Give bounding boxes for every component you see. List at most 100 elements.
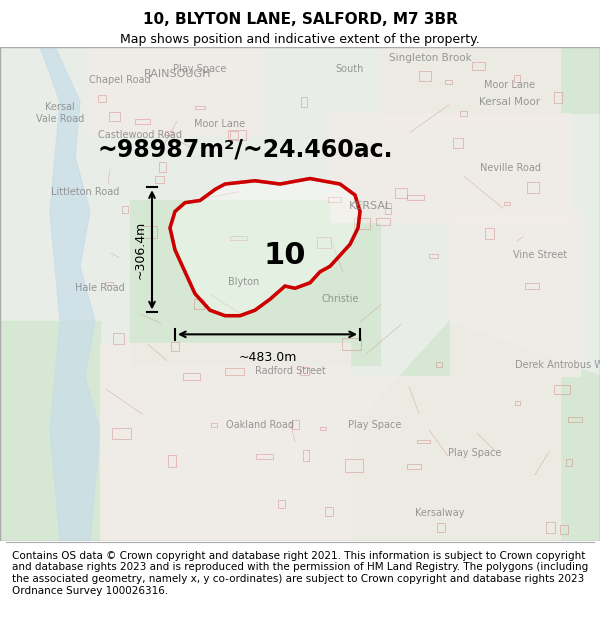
Bar xyxy=(385,202,391,214)
Text: South: South xyxy=(336,64,364,74)
Bar xyxy=(165,131,173,134)
Text: Singleton Brook: Singleton Brook xyxy=(389,53,472,63)
Bar xyxy=(122,206,128,212)
Text: Play Space: Play Space xyxy=(448,448,502,458)
Bar xyxy=(515,401,520,404)
Text: Vine Street: Vine Street xyxy=(513,251,567,261)
Bar xyxy=(112,428,131,439)
Bar xyxy=(376,218,390,224)
Text: Oakland Road: Oakland Road xyxy=(226,421,294,431)
Bar xyxy=(514,76,520,82)
Bar xyxy=(419,71,431,81)
Bar xyxy=(453,138,463,148)
Bar xyxy=(328,198,341,202)
Bar xyxy=(560,525,568,534)
Bar xyxy=(159,162,166,172)
Text: Blyton: Blyton xyxy=(229,277,260,287)
Polygon shape xyxy=(170,179,360,316)
Bar xyxy=(278,500,285,508)
Text: Kersal Moor: Kersal Moor xyxy=(479,97,541,107)
Bar xyxy=(407,464,421,469)
Text: Moor Lane: Moor Lane xyxy=(194,119,245,129)
Bar xyxy=(141,226,157,238)
Bar xyxy=(292,420,299,429)
Polygon shape xyxy=(130,201,380,365)
Bar xyxy=(135,119,150,124)
Bar xyxy=(566,459,572,466)
Bar xyxy=(109,112,120,121)
Text: Kersal
Vale Road: Kersal Vale Road xyxy=(36,102,84,124)
Bar xyxy=(417,439,430,443)
Bar xyxy=(429,254,438,258)
Text: Castlewood Road: Castlewood Road xyxy=(98,129,182,139)
Bar xyxy=(155,176,164,183)
Bar xyxy=(168,455,176,467)
Text: Contains OS data © Crown copyright and database right 2021. This information is : Contains OS data © Crown copyright and d… xyxy=(12,551,588,596)
Bar xyxy=(301,98,307,107)
Bar xyxy=(354,218,370,229)
Text: Play Space: Play Space xyxy=(173,64,227,74)
Bar xyxy=(230,131,238,139)
Bar xyxy=(554,92,562,103)
Bar xyxy=(300,368,309,375)
Text: Neville Road: Neville Road xyxy=(479,162,541,172)
Polygon shape xyxy=(400,431,600,541)
Text: Map shows position and indicative extent of the property.: Map shows position and indicative extent… xyxy=(120,32,480,46)
Bar xyxy=(211,423,217,426)
Bar xyxy=(194,299,204,309)
Bar xyxy=(395,188,407,198)
Polygon shape xyxy=(40,47,100,541)
Bar xyxy=(228,130,246,140)
Polygon shape xyxy=(0,321,100,541)
Text: Littleton Road: Littleton Road xyxy=(51,187,119,197)
Bar xyxy=(320,426,326,430)
Text: RAINSOUGH: RAINSOUGH xyxy=(144,69,212,79)
Bar xyxy=(105,282,113,285)
Bar xyxy=(325,507,333,516)
Bar xyxy=(303,449,309,461)
Bar xyxy=(113,333,124,344)
Polygon shape xyxy=(100,343,350,541)
Bar xyxy=(527,182,539,192)
Text: Chapel Road: Chapel Road xyxy=(89,75,151,85)
Text: ~306.4m: ~306.4m xyxy=(133,221,146,279)
Bar xyxy=(171,342,179,351)
Bar xyxy=(445,80,452,84)
Text: Radford Street: Radford Street xyxy=(254,366,325,376)
Bar xyxy=(407,195,424,201)
Polygon shape xyxy=(380,47,560,124)
Bar xyxy=(195,106,205,109)
Bar xyxy=(554,385,570,394)
Polygon shape xyxy=(350,321,600,541)
Bar xyxy=(256,454,273,459)
Text: Kersalway: Kersalway xyxy=(415,508,465,518)
Polygon shape xyxy=(350,376,560,541)
Polygon shape xyxy=(90,47,260,134)
Text: Moor Lane: Moor Lane xyxy=(484,80,536,90)
Text: Derek Antrobus Way: Derek Antrobus Way xyxy=(515,360,600,370)
Bar xyxy=(568,417,582,422)
Bar xyxy=(183,372,200,381)
Polygon shape xyxy=(450,211,580,376)
Bar xyxy=(230,236,247,240)
Bar xyxy=(546,522,555,533)
Bar xyxy=(98,95,106,102)
Bar xyxy=(345,459,363,471)
Bar xyxy=(525,282,539,289)
Text: ~483.0m: ~483.0m xyxy=(238,351,296,364)
Polygon shape xyxy=(380,47,600,112)
Text: Hale Road: Hale Road xyxy=(75,283,125,293)
Bar xyxy=(342,338,361,350)
Polygon shape xyxy=(330,112,570,222)
Bar xyxy=(225,368,244,375)
Bar xyxy=(472,62,485,70)
Text: KERSAL: KERSAL xyxy=(349,201,392,211)
Text: 10, BLYTON LANE, SALFORD, M7 3BR: 10, BLYTON LANE, SALFORD, M7 3BR xyxy=(143,12,457,27)
Bar xyxy=(460,111,467,116)
Bar xyxy=(437,523,445,532)
Bar xyxy=(317,237,331,248)
Bar xyxy=(436,362,442,368)
Bar xyxy=(504,202,510,205)
Text: ~98987m²/~24.460ac.: ~98987m²/~24.460ac. xyxy=(97,138,392,162)
Text: Play Space: Play Space xyxy=(349,421,401,431)
